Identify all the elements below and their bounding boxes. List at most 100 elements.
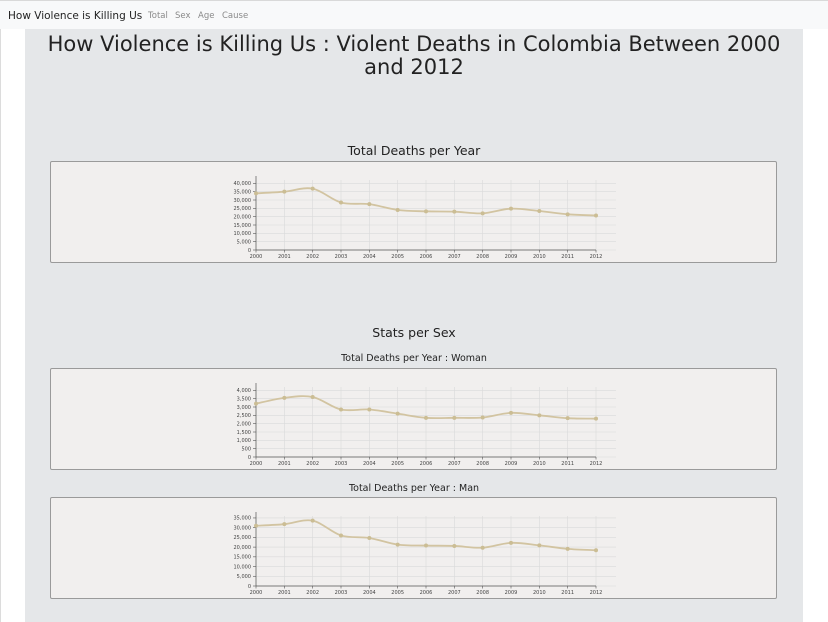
data-point[interactable] bbox=[509, 410, 513, 415]
data-point[interactable] bbox=[339, 407, 343, 412]
x-tick-label: 2007 bbox=[448, 590, 461, 596]
x-tick-label: 2003 bbox=[335, 254, 348, 260]
y-tick-label: 3,500 bbox=[237, 396, 251, 402]
data-point[interactable] bbox=[480, 415, 485, 420]
x-tick-label: 2000 bbox=[250, 590, 263, 596]
data-point[interactable] bbox=[537, 543, 542, 548]
data-point[interactable] bbox=[424, 543, 428, 548]
y-tick-label: 5,000 bbox=[237, 239, 251, 245]
x-tick-label: 2005 bbox=[391, 254, 404, 260]
x-tick-label: 2011 bbox=[561, 254, 574, 260]
navbar: How Violence is Killing Us Total Sex Age… bbox=[0, 0, 828, 29]
data-point[interactable] bbox=[594, 548, 598, 553]
data-point[interactable] bbox=[509, 540, 513, 545]
data-point[interactable] bbox=[509, 206, 513, 211]
data-point[interactable] bbox=[254, 523, 258, 528]
x-tick-label: 2011 bbox=[561, 590, 574, 596]
x-tick-label: 2010 bbox=[533, 590, 546, 596]
x-tick-label: 2003 bbox=[335, 590, 348, 596]
x-tick-label: 2002 bbox=[306, 461, 319, 467]
data-point[interactable] bbox=[565, 212, 570, 217]
x-tick-label: 2012 bbox=[590, 590, 603, 596]
x-tick-label: 2009 bbox=[505, 590, 518, 596]
x-tick-label: 2002 bbox=[306, 590, 319, 596]
y-tick-label: 2,000 bbox=[237, 421, 251, 427]
y-tick-label: 35,000 bbox=[234, 516, 252, 522]
data-point[interactable] bbox=[565, 546, 570, 551]
y-tick-label: 2,500 bbox=[237, 413, 251, 419]
chart-title-total: Total Deaths per Year bbox=[347, 143, 481, 158]
data-point[interactable] bbox=[367, 407, 372, 412]
chart-box-woman: 0 500 1,000 1,500 2,000 2,500 3,000 3,500 4,000 2… bbox=[50, 368, 777, 470]
data-point[interactable] bbox=[310, 395, 315, 399]
window-edge bbox=[0, 0, 1, 622]
x-tick-label: 2005 bbox=[391, 590, 404, 596]
data-point[interactable] bbox=[367, 202, 372, 207]
nav-link-age[interactable]: Age bbox=[198, 11, 215, 21]
x-tick-label: 2003 bbox=[335, 461, 348, 467]
y-tick-label: 40,000 bbox=[234, 181, 252, 187]
data-point[interactable] bbox=[395, 208, 400, 212]
y-tick-label: 10,000 bbox=[234, 231, 252, 237]
data-point[interactable] bbox=[282, 189, 287, 194]
y-tick-label: 0 bbox=[248, 248, 251, 254]
chart-total-deaths: 0 5,000 10,000 15,000 20,000 25,000 30,000 35,0… bbox=[234, 176, 616, 260]
data-point[interactable] bbox=[480, 545, 485, 550]
x-tick-label: 2009 bbox=[505, 254, 518, 260]
nav-link-sex[interactable]: Sex bbox=[175, 11, 191, 21]
data-point[interactable] bbox=[424, 415, 428, 420]
data-point[interactable] bbox=[594, 416, 598, 421]
y-tick-label: 25,000 bbox=[234, 535, 252, 541]
data-point[interactable] bbox=[310, 186, 315, 191]
y-tick-label: 25,000 bbox=[234, 206, 252, 212]
y-tick-label: 0 bbox=[248, 584, 251, 590]
x-tick-label: 2012 bbox=[590, 254, 603, 260]
y-tick-label: 500 bbox=[241, 446, 251, 452]
nav-link-cause[interactable]: Cause bbox=[222, 11, 249, 21]
y-tick-label: 1,500 bbox=[237, 430, 251, 436]
y-tick-label: 30,000 bbox=[234, 525, 252, 531]
data-point[interactable] bbox=[310, 518, 315, 523]
chart-box-total: 0 5,000 10,000 15,000 20,000 25,000 30,000 35,0… bbox=[50, 161, 777, 263]
data-point[interactable] bbox=[452, 209, 457, 214]
data-point[interactable] bbox=[424, 209, 428, 214]
chart-title-man: Total Deaths per Year : Man bbox=[348, 483, 480, 494]
data-point[interactable] bbox=[395, 542, 400, 547]
x-tick-label: 2004 bbox=[363, 461, 376, 467]
x-tick-label: 2000 bbox=[250, 254, 263, 260]
y-tick-label: 35,000 bbox=[234, 189, 252, 195]
data-point[interactable] bbox=[565, 416, 570, 421]
x-tick-label: 2006 bbox=[420, 254, 433, 260]
chart-man-deaths: 0 5,000 10,000 15,000 20,000 25,000 30,000 35,0… bbox=[234, 512, 616, 596]
nav-link-total[interactable]: Total bbox=[148, 11, 168, 21]
y-tick-label: 5,000 bbox=[237, 574, 251, 580]
chart-title-woman: Total Deaths per Year : Woman bbox=[341, 353, 487, 364]
data-point[interactable] bbox=[282, 522, 287, 527]
data-point[interactable] bbox=[537, 413, 542, 418]
x-tick-label: 2006 bbox=[420, 590, 433, 596]
data-point[interactable] bbox=[537, 209, 542, 213]
y-tick-label: 20,000 bbox=[234, 545, 252, 551]
section-title-sex: Stats per Sex bbox=[372, 325, 456, 340]
data-point[interactable] bbox=[367, 535, 372, 540]
y-tick-label: 15,000 bbox=[234, 555, 252, 561]
data-point[interactable] bbox=[254, 401, 258, 406]
x-tick-label: 2001 bbox=[278, 254, 291, 260]
data-point[interactable] bbox=[339, 200, 343, 205]
data-point[interactable] bbox=[594, 213, 598, 218]
data-point[interactable] bbox=[480, 211, 485, 216]
y-tick-label: 0 bbox=[248, 455, 251, 461]
data-point[interactable] bbox=[452, 415, 457, 420]
data-point[interactable] bbox=[452, 543, 457, 548]
x-tick-label: 2011 bbox=[561, 461, 574, 467]
y-tick-label: 30,000 bbox=[234, 198, 252, 204]
data-point[interactable] bbox=[254, 191, 258, 196]
data-point[interactable] bbox=[339, 533, 343, 538]
navbar-brand[interactable]: How Violence is Killing Us bbox=[8, 10, 143, 22]
main-content: How Violence is Killing Us : Violent Dea… bbox=[25, 29, 803, 622]
data-point[interactable] bbox=[282, 395, 287, 400]
x-tick-label: 2009 bbox=[505, 461, 518, 467]
page-title: How Violence is Killing Us : Violent Dea… bbox=[47, 32, 781, 79]
data-point[interactable] bbox=[395, 411, 400, 416]
x-tick-label: 2001 bbox=[278, 590, 291, 596]
